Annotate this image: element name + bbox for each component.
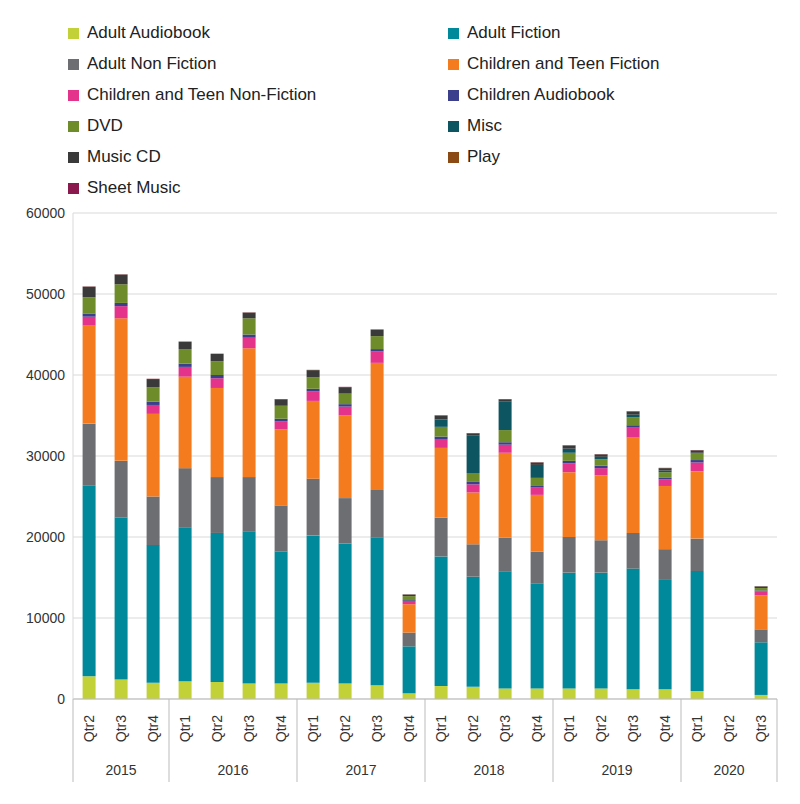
svg-text:0: 0 xyxy=(57,691,65,707)
svg-text:2019: 2019 xyxy=(601,762,632,778)
html-text:Adult Audiobook: Adult Audiobook xyxy=(87,23,210,42)
svg-text:2017: 2017 xyxy=(345,762,376,778)
svg-text:Qtr1: Qtr1 xyxy=(561,715,577,742)
html-text:Children and Teen Non-Fiction: Children and Teen Non-Fiction xyxy=(87,85,317,104)
html-text:Misc: Misc xyxy=(467,116,502,135)
svg-text:2020: 2020 xyxy=(713,762,744,778)
svg-text:Qtr2: Qtr2 xyxy=(465,715,481,742)
svg-text:30000: 30000 xyxy=(26,448,65,464)
html-text:Play: Play xyxy=(467,147,501,166)
svg-text:Qtr4: Qtr4 xyxy=(529,715,545,742)
svg-text:50000: 50000 xyxy=(26,286,65,302)
svg-text:40000: 40000 xyxy=(26,367,65,383)
html-text:DVD: DVD xyxy=(87,116,123,135)
html-text:Music CD: Music CD xyxy=(87,147,161,166)
svg-text:Qtr3: Qtr3 xyxy=(753,715,769,742)
svg-text:Qtr1: Qtr1 xyxy=(305,715,321,742)
svg-text:60000: 60000 xyxy=(26,205,65,221)
svg-text:Qtr3: Qtr3 xyxy=(241,715,257,742)
svg-text:Qtr4: Qtr4 xyxy=(401,715,417,742)
html-text:Adult Fiction: Adult Fiction xyxy=(467,23,561,42)
svg-text:2018: 2018 xyxy=(473,762,504,778)
svg-text:2016: 2016 xyxy=(217,762,248,778)
svg-text:Qtr3: Qtr3 xyxy=(369,715,385,742)
svg-text:20000: 20000 xyxy=(26,529,65,545)
svg-text:Qtr4: Qtr4 xyxy=(657,715,673,742)
html-text:Adult Non Fiction: Adult Non Fiction xyxy=(87,54,217,73)
svg-text:Qtr2: Qtr2 xyxy=(721,715,737,742)
svg-text:2015: 2015 xyxy=(105,762,136,778)
svg-text:Qtr3: Qtr3 xyxy=(625,715,641,742)
svg-text:Qtr4: Qtr4 xyxy=(273,715,289,742)
svg-text:Qtr1: Qtr1 xyxy=(177,715,193,742)
svg-text:10000: 10000 xyxy=(26,610,65,626)
html-text:Children and Teen Fiction: Children and Teen Fiction xyxy=(467,54,660,73)
svg-text:Qtr2: Qtr2 xyxy=(337,715,353,742)
svg-text:Qtr1: Qtr1 xyxy=(689,715,705,742)
svg-text:Qtr3: Qtr3 xyxy=(497,715,513,742)
svg-text:Qtr1: Qtr1 xyxy=(433,715,449,742)
svg-text:Qtr2: Qtr2 xyxy=(81,715,97,742)
svg-text:Qtr3: Qtr3 xyxy=(113,715,129,742)
svg-text:Qtr2: Qtr2 xyxy=(209,715,225,742)
html-text:Children Audiobook: Children Audiobook xyxy=(467,85,615,104)
html-text:Sheet Music: Sheet Music xyxy=(87,178,181,197)
svg-text:Qtr2: Qtr2 xyxy=(593,715,609,742)
svg-text:Qtr4: Qtr4 xyxy=(145,715,161,742)
